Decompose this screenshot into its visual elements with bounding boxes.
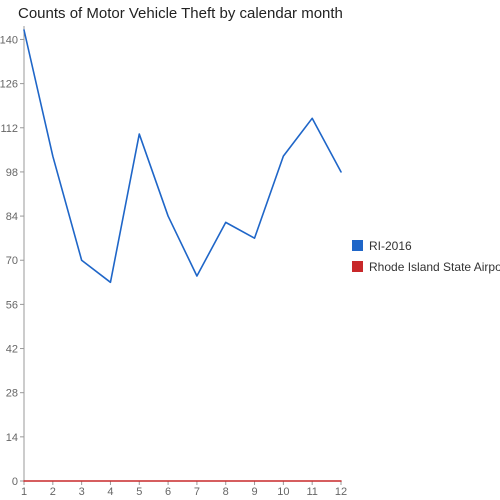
y-tick-label: 126 bbox=[0, 79, 18, 91]
y-tick-label: 84 bbox=[6, 211, 18, 223]
y-tick-label: 112 bbox=[0, 123, 18, 135]
legend-label: RI-2016 bbox=[369, 239, 412, 253]
x-tick-label: 6 bbox=[165, 486, 171, 498]
x-tick-label: 4 bbox=[107, 486, 113, 498]
y-tick-label: 14 bbox=[6, 432, 18, 444]
x-tick-label: 3 bbox=[79, 486, 85, 498]
y-tick-label: 98 bbox=[6, 167, 18, 179]
legend-label: Rhode Island State Airport bbox=[369, 260, 500, 274]
x-tick-label: 5 bbox=[136, 486, 142, 498]
y-tick-label: 28 bbox=[6, 388, 18, 400]
x-tick-label: 1 bbox=[21, 486, 27, 498]
series-line-ri-2016 bbox=[23, 29, 342, 284]
x-tick-label: 9 bbox=[251, 486, 257, 498]
legend-swatch bbox=[352, 261, 363, 272]
y-tick-label: 70 bbox=[6, 255, 18, 267]
legend: RI-2016 Rhode Island State Airport bbox=[352, 239, 500, 274]
legend-swatch bbox=[352, 240, 363, 251]
y-tick-label: 140 bbox=[0, 34, 18, 46]
y-tick-label: 42 bbox=[6, 344, 18, 356]
x-tick-label: 8 bbox=[223, 486, 229, 498]
y-tick-label: 0 bbox=[12, 476, 18, 488]
chart-title: Counts of Motor Vehicle Theft by calenda… bbox=[18, 5, 343, 22]
x-tick-label: 12 bbox=[335, 486, 347, 498]
y-tick-label: 56 bbox=[6, 299, 18, 311]
x-tick-label: 11 bbox=[306, 486, 317, 498]
x-tick-label: 2 bbox=[50, 486, 56, 498]
x-tick-label: 7 bbox=[194, 486, 200, 498]
x-tick-label: 10 bbox=[277, 486, 289, 498]
